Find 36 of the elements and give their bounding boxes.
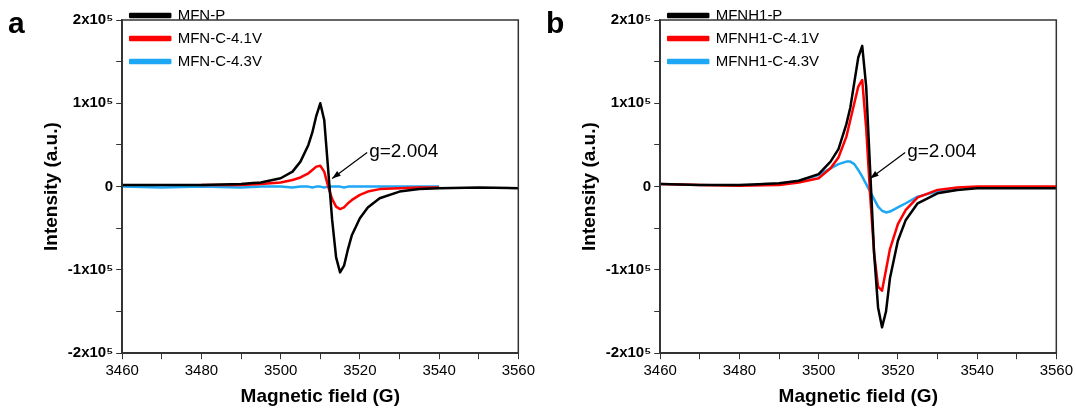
y-tick-label: 0 bbox=[642, 176, 652, 194]
x-tick-label: 3480 bbox=[184, 361, 219, 379]
x-tick-label: 3560 bbox=[1039, 361, 1073, 379]
x-tick-label: 3520 bbox=[343, 361, 377, 379]
y-tick-label: 2x10⁵ bbox=[72, 10, 114, 28]
y-axis-title: Intensity (a.u.) bbox=[39, 122, 61, 251]
y-tick-label: 1x10⁵ bbox=[72, 93, 114, 111]
y-tick-label: -1x10⁵ bbox=[67, 260, 114, 278]
legend-label: MFNH1-C-4.3V bbox=[715, 51, 820, 69]
legend-label: MFNH1-P bbox=[715, 5, 783, 23]
chart-title: a bbox=[8, 6, 25, 40]
legend-label: MFN-C-4.1V bbox=[177, 28, 262, 46]
x-tick-label: 3480 bbox=[722, 361, 757, 379]
annotation: g=2.004 bbox=[907, 139, 977, 161]
y-tick-label: -2x10⁵ bbox=[605, 343, 652, 361]
x-tick-label: 3460 bbox=[643, 361, 677, 379]
x-tick-label: 3540 bbox=[960, 361, 994, 379]
legend-label: MFN-P bbox=[177, 5, 226, 23]
x-tick-label: 3520 bbox=[881, 361, 915, 379]
x-tick-label: 3460 bbox=[105, 361, 139, 379]
legend-label: MFN-C-4.3V bbox=[177, 51, 262, 69]
y-tick-label: 2x10⁵ bbox=[610, 10, 652, 28]
x-axis-title: Magnetic field (G) bbox=[240, 384, 400, 406]
annotation: g=2.004 bbox=[369, 139, 439, 161]
x-tick-label: 3560 bbox=[501, 361, 535, 379]
chart-title: b bbox=[546, 6, 565, 40]
x-axis-title: Magnetic field (G) bbox=[778, 384, 938, 406]
x-tick-label: 3540 bbox=[422, 361, 456, 379]
y-axis-title: Intensity (a.u.) bbox=[577, 122, 599, 251]
x-tick-label: 3500 bbox=[263, 361, 298, 379]
y-tick-label: 1x10⁵ bbox=[610, 93, 652, 111]
y-tick-label: -1x10⁵ bbox=[605, 260, 652, 278]
legend-label: MFNH1-C-4.1V bbox=[715, 28, 820, 46]
x-tick-label: 3500 bbox=[801, 361, 836, 379]
y-tick-label: -2x10⁵ bbox=[67, 343, 114, 361]
y-tick-label: 0 bbox=[104, 176, 114, 194]
